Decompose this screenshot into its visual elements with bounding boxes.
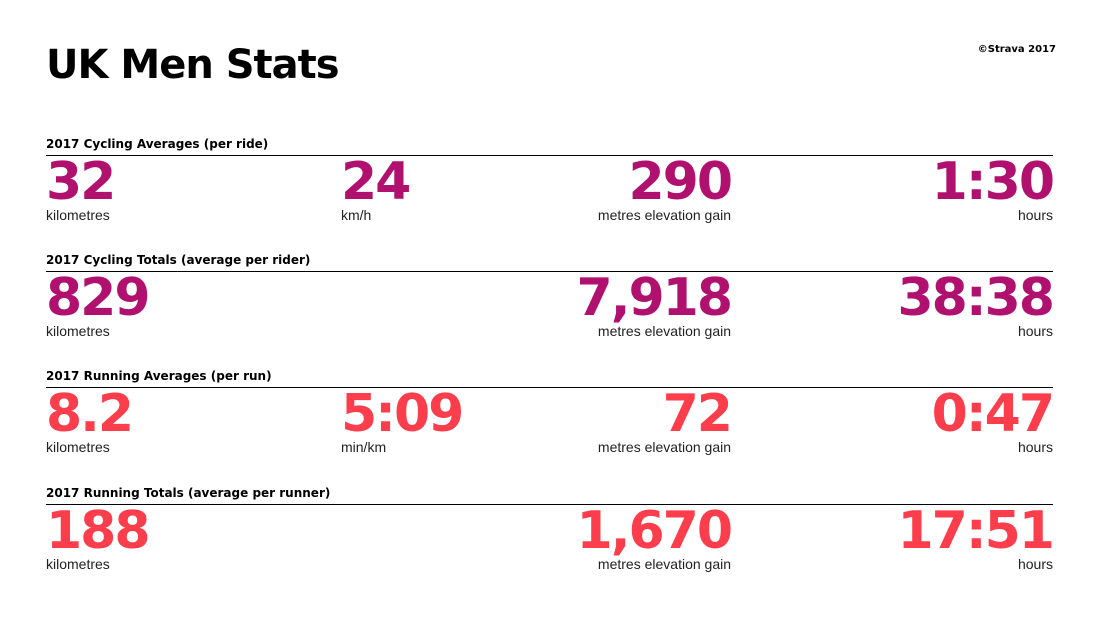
running-averages-section: 2017 Running Averages (per run) 8.2 kilo…: [46, 368, 1055, 468]
stat-value: 290: [628, 152, 733, 212]
cycling-totals-section: 2017 Cycling Totals (average per rider) …: [46, 252, 1055, 352]
stat-unit: metres elevation gain: [597, 439, 731, 455]
section-divider: [46, 387, 1053, 388]
stat-elevation: 7,918 metres elevation gain: [471, 268, 733, 339]
section-divider: [46, 271, 1053, 272]
page-title: UK Men Stats: [46, 42, 340, 88]
stat-unit: hours: [1017, 207, 1053, 223]
cycling-averages-section: 2017 Cycling Averages (per ride) 32 kilo…: [46, 136, 1055, 236]
stat-time: 1:30 hours: [793, 152, 1055, 223]
stat-time: 38:38 hours: [793, 268, 1055, 339]
stat-unit: kilometres: [46, 439, 110, 455]
stat-unit: metres elevation gain: [597, 207, 731, 223]
running-totals-section: 2017 Running Totals (average per runner)…: [46, 485, 1055, 585]
stat-time: 0:47 hours: [793, 384, 1055, 455]
stat-value: 32: [46, 152, 116, 212]
stat-elevation: 72 metres elevation gain: [471, 384, 733, 455]
copyright-notice: ©Strava 2017: [977, 44, 1056, 55]
section-divider: [46, 155, 1053, 156]
section-divider: [46, 504, 1053, 505]
stat-value: 24: [341, 152, 411, 212]
stat-unit: km/h: [341, 207, 372, 223]
stat-value: 17:51: [897, 501, 1055, 561]
section-title: 2017 Cycling Totals (average per rider): [46, 253, 311, 267]
stat-time: 17:51 hours: [793, 501, 1055, 572]
stat-unit: min/km: [341, 439, 387, 455]
stat-value: 188: [46, 501, 151, 561]
stat-unit: hours: [1017, 439, 1053, 455]
stat-value: 38:38: [897, 268, 1055, 328]
stat-unit: kilometres: [46, 323, 110, 339]
section-title: 2017 Running Totals (average per runner): [46, 486, 331, 500]
stat-value: 1:30: [931, 152, 1055, 212]
stat-elevation: 1,670 metres elevation gain: [471, 501, 733, 572]
stat-distance: 32 kilometres: [46, 156, 306, 223]
stat-unit: kilometres: [46, 207, 110, 223]
stat-value: 0:47: [931, 384, 1055, 444]
stat-unit: hours: [1017, 556, 1053, 572]
stat-pace: 5:09 min/km: [341, 388, 601, 455]
stat-unit: metres elevation gain: [597, 556, 731, 572]
stat-elevation: 290 metres elevation gain: [471, 152, 733, 223]
stat-distance: 829 kilometres: [46, 272, 306, 339]
stat-value: 8.2: [46, 384, 134, 444]
stat-distance: 188 kilometres: [46, 505, 306, 572]
stat-value: 7,918: [576, 268, 733, 328]
stat-value: 829: [46, 268, 151, 328]
stat-value: 1,670: [576, 501, 733, 561]
stat-speed: 24 km/h: [341, 156, 601, 223]
stat-value: 72: [662, 384, 733, 444]
stat-unit: kilometres: [46, 556, 110, 572]
stat-unit: hours: [1017, 323, 1053, 339]
section-title: 2017 Cycling Averages (per ride): [46, 137, 269, 151]
stat-value: 5:09: [341, 384, 464, 444]
stat-unit: metres elevation gain: [597, 323, 731, 339]
section-title: 2017 Running Averages (per run): [46, 369, 272, 383]
stat-distance: 8.2 kilometres: [46, 388, 306, 455]
